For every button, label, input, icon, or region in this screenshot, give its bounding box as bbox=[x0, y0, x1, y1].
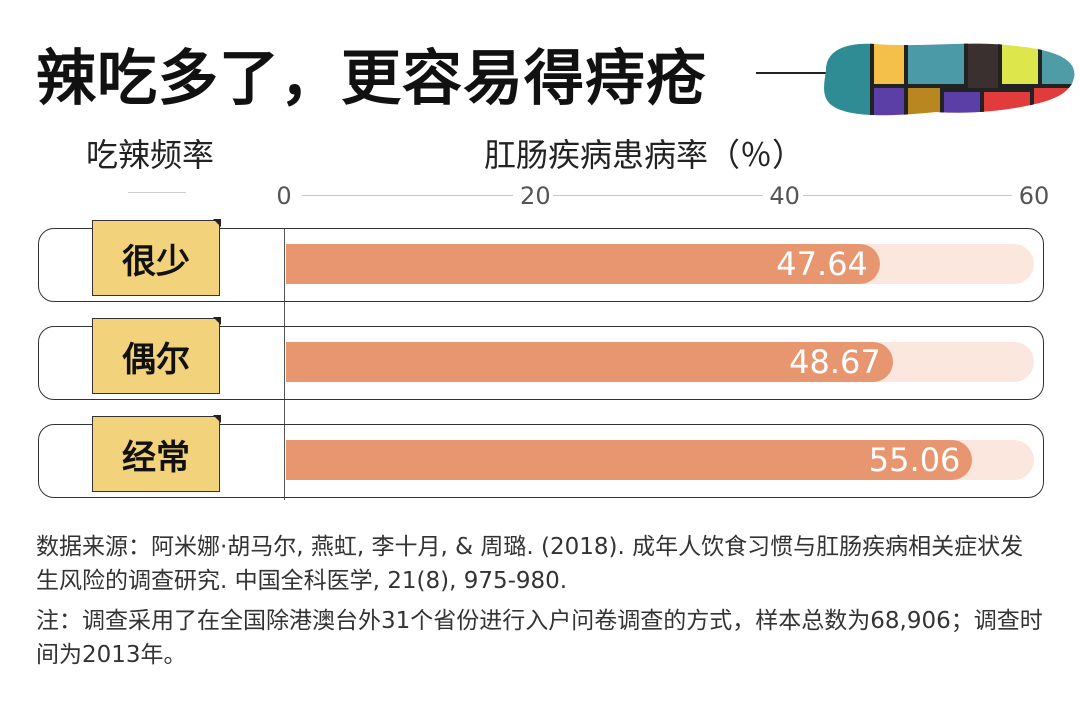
row-frame bbox=[38, 228, 1044, 302]
label-corner-mark bbox=[213, 317, 221, 325]
bar-value-label: 48.67 bbox=[789, 343, 881, 381]
category-label-text: 偶尔 bbox=[122, 339, 190, 380]
deco-block bbox=[870, 84, 908, 116]
category-header: 吃辣频率 bbox=[86, 136, 215, 174]
title-rule bbox=[756, 72, 828, 74]
label-corner-mark bbox=[213, 219, 221, 227]
x-axis-gridline bbox=[302, 195, 514, 196]
bar bbox=[286, 440, 973, 480]
value-header: 肛肠疾病患病率（％） bbox=[484, 136, 805, 174]
deco-block bbox=[998, 43, 1042, 88]
category-label-text: 经常 bbox=[122, 437, 190, 478]
deco-block bbox=[904, 84, 944, 116]
label-corner-mark bbox=[213, 415, 221, 423]
bar bbox=[286, 244, 880, 284]
chart-title: 辣吃多了，更容易得痔疮 bbox=[36, 44, 707, 114]
row-frame bbox=[38, 326, 1044, 400]
category-label-text: 很少 bbox=[122, 241, 190, 282]
category-header-rule bbox=[128, 192, 186, 193]
note-text: 注：调查采用了在全国除港澳台外31个省份进行入户问卷调查的方式，样本总数为68,… bbox=[36, 608, 1043, 668]
x-tick-label: 40 bbox=[769, 182, 800, 210]
category-label: 偶尔 bbox=[92, 317, 221, 394]
deco-block bbox=[964, 43, 1002, 92]
x-tick-label: 60 bbox=[1018, 182, 1050, 210]
bar bbox=[286, 342, 893, 382]
baseline bbox=[284, 228, 285, 500]
bar-value-label: 55.06 bbox=[868, 441, 961, 479]
deco-block bbox=[870, 43, 908, 88]
deco-block bbox=[824, 43, 874, 116]
source-text: 数据来源：阿米娜·胡马尔, 燕虹, 李十月, & 周璐. (2018). 成年人… bbox=[36, 534, 1024, 594]
x-axis-gridline bbox=[553, 195, 763, 196]
deco-block bbox=[1038, 43, 1075, 88]
deco-block bbox=[1030, 84, 1075, 116]
bar-value-label: 47.64 bbox=[776, 245, 868, 283]
category-label: 很少 bbox=[92, 219, 221, 296]
deco-block bbox=[904, 43, 968, 88]
x-axis-gridline bbox=[802, 195, 1012, 196]
x-tick-label: 20 bbox=[520, 182, 551, 210]
deco-block bbox=[980, 88, 1034, 116]
deco-block bbox=[940, 88, 984, 116]
x-tick-label: 0 bbox=[276, 182, 292, 210]
color-block-decoration bbox=[824, 43, 1075, 116]
row-frame bbox=[38, 424, 1044, 498]
category-label: 经常 bbox=[92, 415, 221, 492]
